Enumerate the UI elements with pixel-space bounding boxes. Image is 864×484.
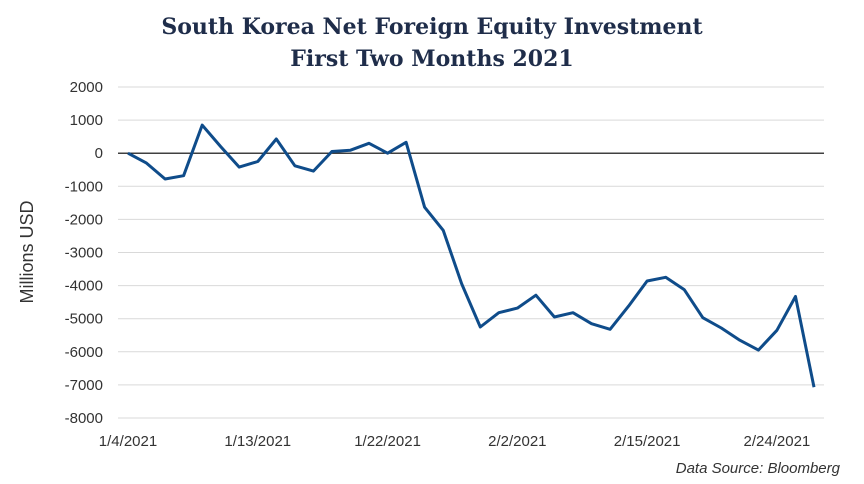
series-layer bbox=[127, 123, 816, 388]
x-tick-label: 1/22/2021 bbox=[354, 433, 421, 450]
chart-subtitle: First Two Months 2021 bbox=[290, 46, 574, 72]
data-source-note: Data Source: Bloomberg bbox=[675, 460, 840, 477]
y-axis-ticks: 2000 1000 0 -1000 -2000 -3000 -4000 -5000 -6000 -… bbox=[65, 79, 103, 427]
x-axis-ticks: 1/4/2021 1/13/2021 1/22/2021 2/2/2021 2/15/2… bbox=[99, 433, 810, 450]
x-tick-label: 2/2/2021 bbox=[488, 433, 546, 450]
y-axis-label: Millions USD bbox=[17, 200, 37, 303]
x-tick-label: 2/15/2021 bbox=[614, 433, 681, 450]
y-tick-label: -3000 bbox=[65, 245, 103, 262]
y-tick-label: -8000 bbox=[65, 410, 103, 427]
y-tick-label: 1000 bbox=[70, 112, 103, 129]
y-tick-label: -4000 bbox=[65, 278, 103, 295]
y-tick-label: -2000 bbox=[65, 211, 103, 228]
x-tick-label: 1/13/2021 bbox=[224, 433, 291, 450]
x-tick-label: 1/4/2021 bbox=[99, 433, 157, 450]
x-tick-label: 2/24/2021 bbox=[744, 433, 811, 450]
y-tick-label: -1000 bbox=[65, 178, 103, 195]
y-tick-label: 0 bbox=[95, 145, 103, 162]
y-tick-label: -5000 bbox=[65, 311, 103, 328]
y-tick-label: -6000 bbox=[65, 344, 103, 361]
series-line bbox=[127, 123, 816, 388]
chart-title: South Korea Net Foreign Equity Investmen… bbox=[161, 14, 703, 40]
y-tick-label: -7000 bbox=[65, 377, 103, 394]
gridlines bbox=[118, 86, 824, 419]
y-tick-label: 2000 bbox=[70, 79, 103, 96]
